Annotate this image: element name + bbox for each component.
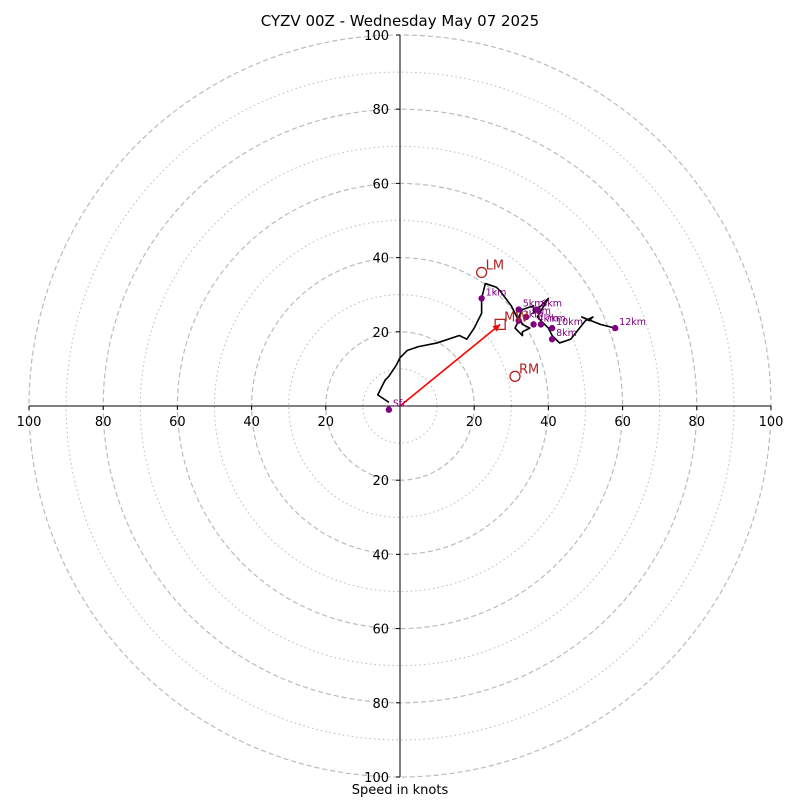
y-tick-label: 80 — [372, 103, 389, 118]
height-marker-label: 3km — [530, 306, 551, 317]
y-tick-label: 20 — [372, 474, 389, 489]
x-tick-label: 20 — [318, 415, 335, 430]
storm-motion-circle — [475, 266, 488, 279]
mean-wind-arrow — [399, 323, 501, 407]
height-marker-dot — [515, 317, 522, 324]
y-tick-label: 100 — [364, 29, 389, 44]
height-marker-dot — [478, 295, 485, 302]
height-marker-dot — [548, 336, 556, 343]
x-axis-label: Speed in knots — [351, 783, 449, 798]
x-tick-label: 20 — [466, 415, 483, 430]
x-tick-label: 60 — [169, 415, 186, 430]
height-marker-dot — [522, 313, 530, 321]
storm-motion-label: MW — [504, 310, 528, 325]
height-marker-label: 5km — [523, 299, 544, 310]
x-tick-label: 80 — [689, 415, 706, 430]
height-marker-label: 2km — [523, 310, 544, 321]
height-marker-label: 7km — [545, 313, 566, 324]
height-marker-dot — [385, 406, 393, 413]
chart-title: CYZV 00Z - Wednesday May 07 2025 — [260, 12, 540, 30]
x-tick-label: 60 — [614, 415, 631, 430]
y-tick-label: 20 — [372, 326, 389, 341]
height-marker-label: 12km — [619, 317, 646, 328]
height-marker-label: 8km — [556, 328, 577, 339]
hodograph-line — [376, 282, 616, 403]
height-marker-dot — [548, 324, 556, 332]
height-marker-dot — [611, 324, 619, 332]
storm-motion-label: RM — [519, 362, 539, 377]
y-tick-label: 80 — [372, 697, 389, 712]
tick-labels: 100 80 60 40 20 20 40 60 80 100 100 80 60 40 20 20 40 60 8… — [17, 29, 784, 786]
height-marker-label: 6km — [541, 299, 562, 310]
x-tick-label: 80 — [95, 415, 112, 430]
x-tick-label: 100 — [759, 415, 784, 430]
mean-wind-arrow-shaft — [399, 323, 501, 407]
y-tick-label: 40 — [372, 252, 389, 267]
height-marker-label: 1km — [486, 287, 507, 298]
hodograph-trace — [376, 282, 616, 403]
y-tick-label: 60 — [372, 623, 389, 638]
y-tick-label: 60 — [372, 177, 389, 192]
x-tick-label: 100 — [17, 415, 42, 430]
height-marker-label: Sfc — [393, 399, 408, 410]
y-tick-label: 100 — [364, 771, 389, 786]
storm-motion-label: LM — [486, 258, 504, 273]
height-marker-label: 10km — [556, 317, 583, 328]
height-marker-dot — [515, 306, 522, 313]
height-marker-dot — [534, 306, 541, 313]
y-tick-label: 40 — [372, 548, 389, 563]
mean-wind-arrow-head — [492, 324, 501, 332]
storm-motion-markers: LM RM MW — [475, 258, 539, 382]
height-marker-dot — [537, 321, 545, 328]
height-marker-label: 4km — [538, 313, 559, 324]
height-marker-dot — [530, 321, 537, 328]
x-tick-label: 40 — [540, 415, 557, 430]
storm-motion-circle — [509, 370, 521, 382]
storm-motion-square — [494, 318, 506, 331]
x-tick-label: 40 — [243, 415, 260, 430]
